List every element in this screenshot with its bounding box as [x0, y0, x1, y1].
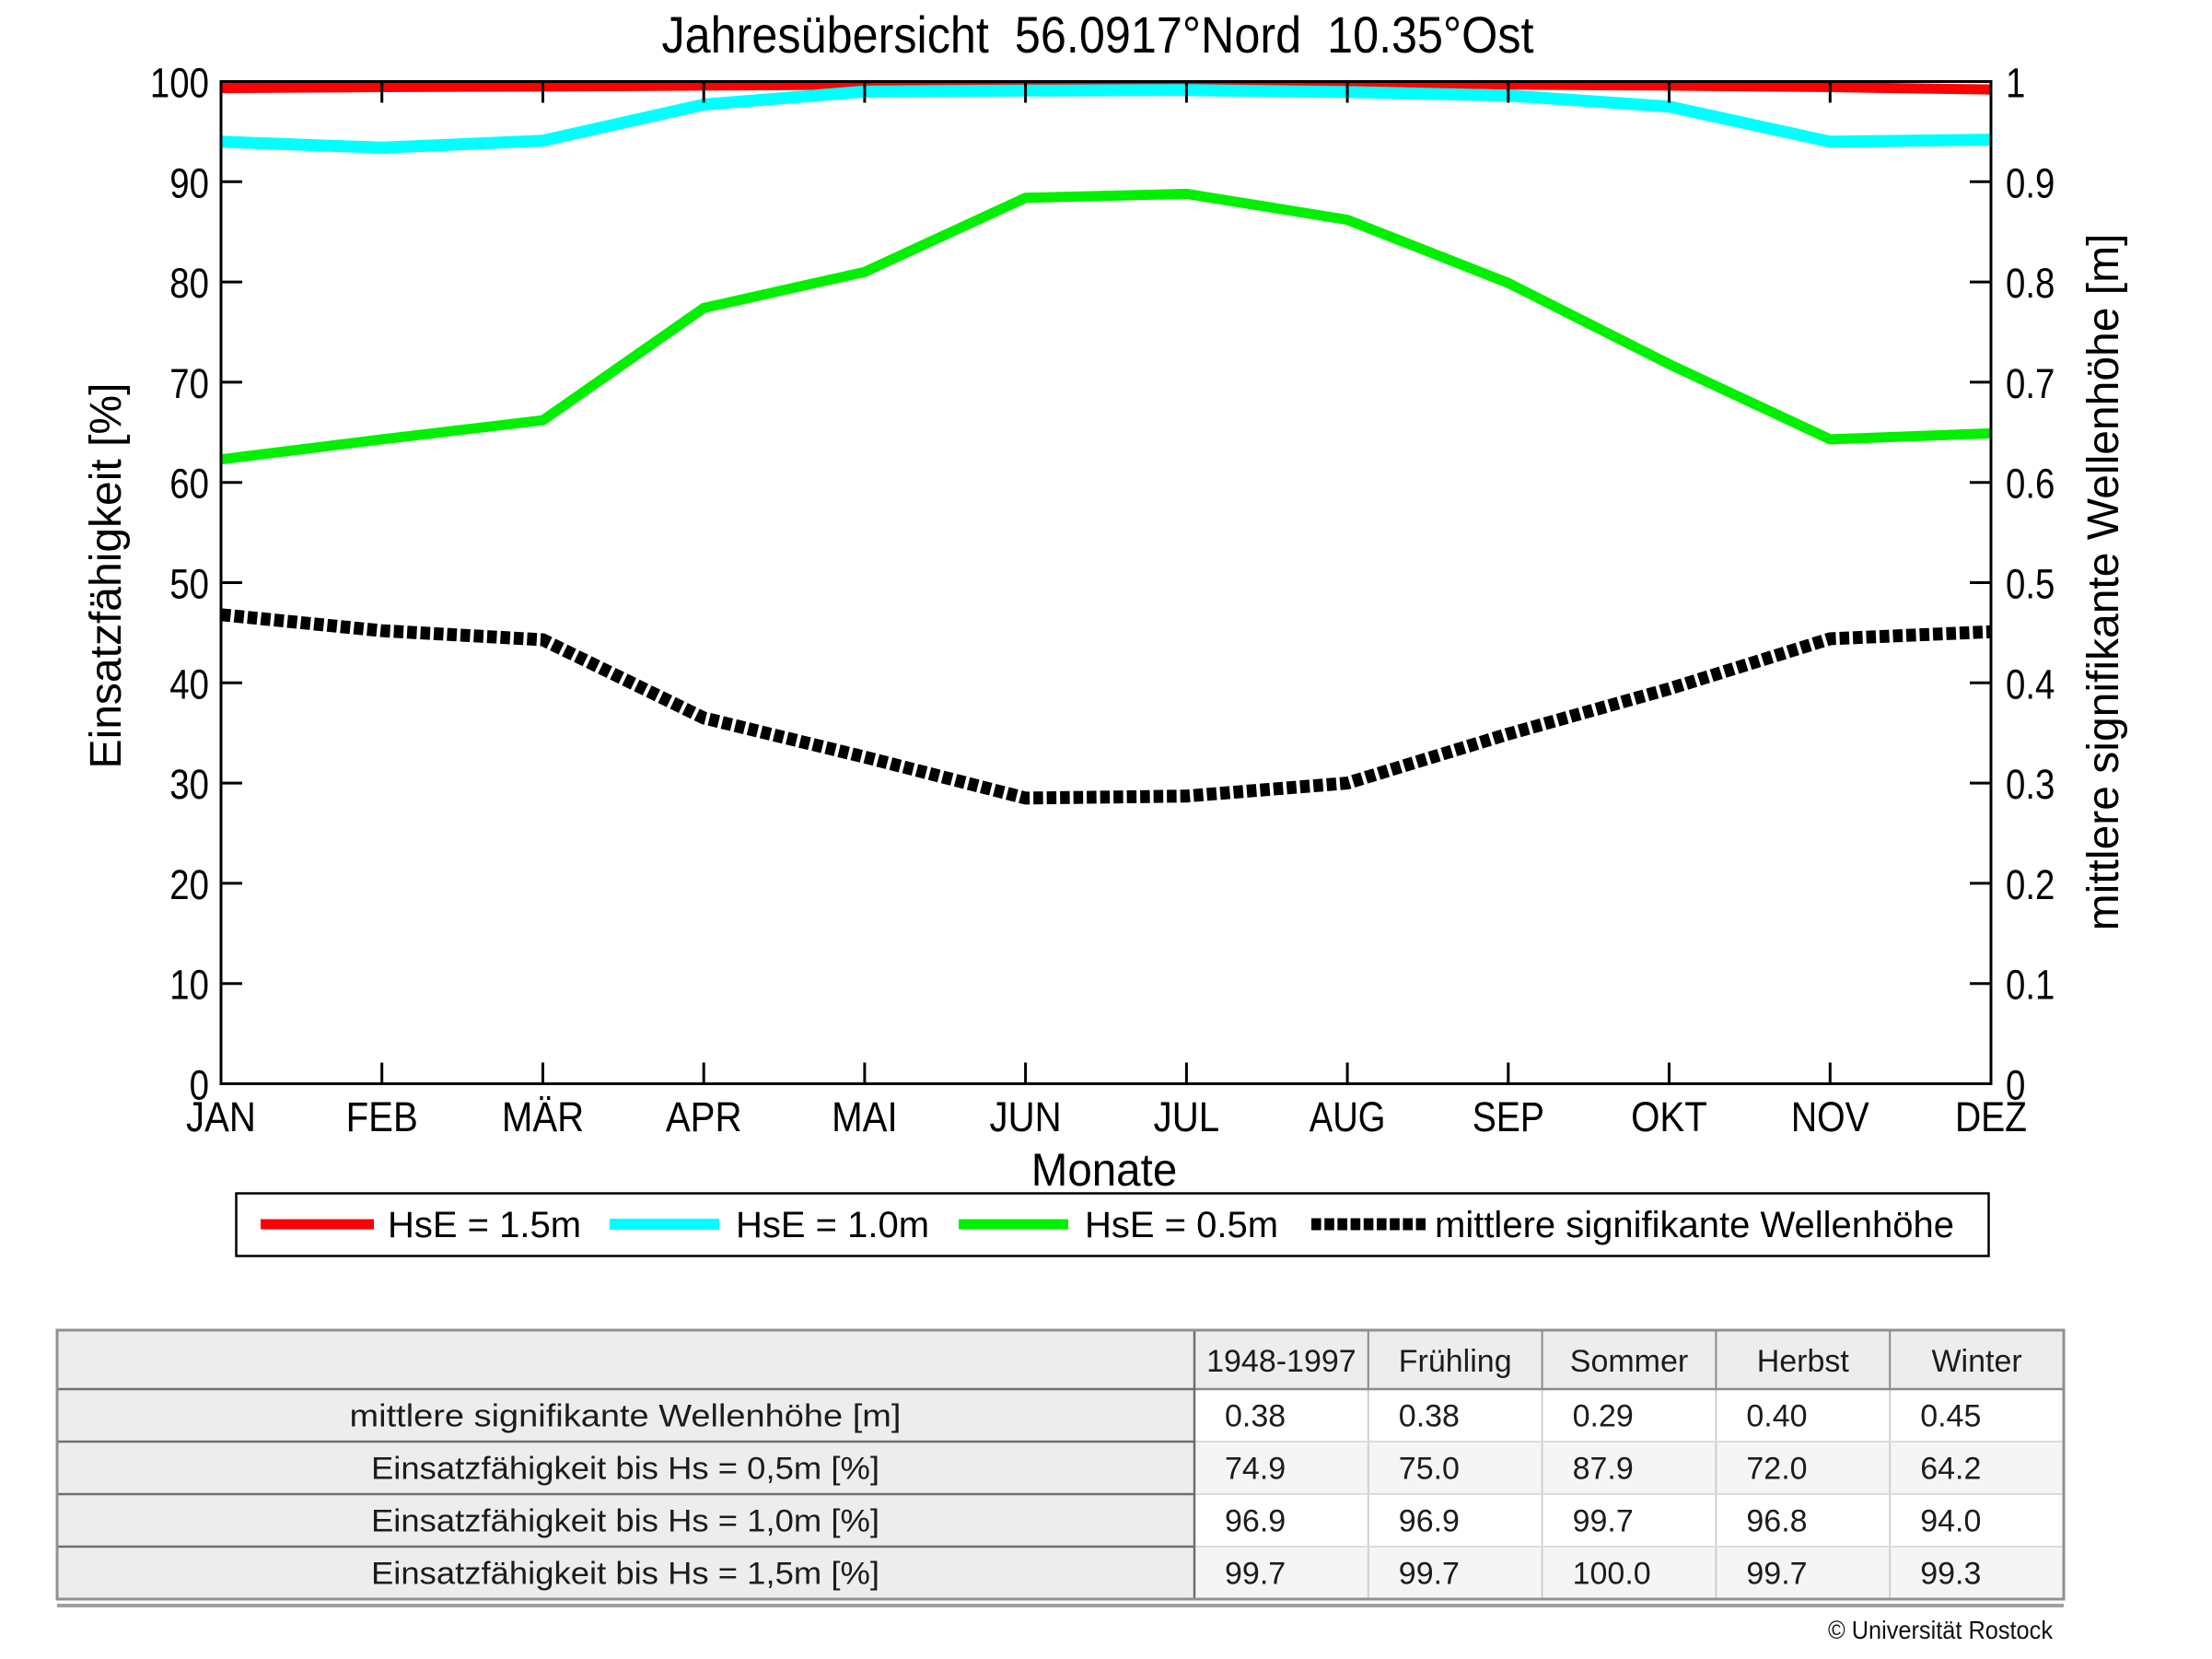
svg-text:APR: APR [666, 1093, 742, 1140]
svg-text:90: 90 [169, 159, 209, 206]
svg-text:0.38: 0.38 [1399, 1399, 1460, 1434]
svg-text:1948-1997: 1948-1997 [1206, 1344, 1356, 1379]
svg-text:Winter: Winter [1931, 1344, 2021, 1379]
svg-text:96.9: 96.9 [1225, 1504, 1286, 1539]
svg-text:mittlere signifikante Wellenhö: mittlere signifikante Wellenhöhe [m] [2079, 234, 2128, 931]
svg-text:0.2: 0.2 [2006, 861, 2055, 908]
svg-text:0.29: 0.29 [1573, 1399, 1634, 1434]
svg-text:mittlere signifikante Wellenhö: mittlere signifikante Wellenhöhe [m] [350, 1399, 902, 1434]
svg-text:0.40: 0.40 [1746, 1399, 1807, 1434]
svg-text:94.0: 94.0 [1920, 1504, 1981, 1539]
svg-text:DEZ: DEZ [1955, 1093, 2027, 1140]
svg-text:mittlere signifikante Wellenhö: mittlere signifikante Wellenhöhe [1435, 1205, 1954, 1245]
svg-text:Sommer: Sommer [1570, 1344, 1688, 1379]
svg-text:100: 100 [150, 60, 209, 107]
svg-text:0.4: 0.4 [2006, 660, 2055, 707]
svg-text:Frühling: Frühling [1399, 1344, 1512, 1379]
svg-text:20: 20 [169, 861, 209, 908]
svg-text:0.45: 0.45 [1920, 1399, 1981, 1434]
svg-text:Monate: Monate [1031, 1144, 1178, 1196]
svg-text:87.9: 87.9 [1573, 1452, 1634, 1487]
svg-text:JUL: JUL [1154, 1093, 1220, 1140]
svg-text:0.9: 0.9 [2006, 159, 2055, 206]
svg-text:99.3: 99.3 [1920, 1557, 1981, 1592]
svg-text:99.7: 99.7 [1399, 1557, 1460, 1592]
svg-text:MAI: MAI [832, 1093, 898, 1140]
svg-text:100.0: 100.0 [1573, 1557, 1651, 1592]
svg-text:SEP: SEP [1473, 1093, 1544, 1140]
svg-text:70: 70 [169, 360, 209, 407]
svg-text:Einsatzfähigkeit bis Hs = 1,5m: Einsatzfähigkeit bis Hs = 1,5m [%] [371, 1557, 879, 1592]
svg-text:Einsatzfähigkeit bis Hs = 1,0m: Einsatzfähigkeit bis Hs = 1,0m [%] [371, 1504, 879, 1539]
svg-text:AUG: AUG [1310, 1093, 1386, 1140]
svg-text:40: 40 [169, 660, 209, 707]
svg-text:Einsatzfähigkeit [%]: Einsatzfähigkeit [%] [82, 383, 131, 769]
svg-text:30: 30 [169, 761, 209, 808]
svg-text:99.7: 99.7 [1746, 1557, 1807, 1592]
svg-text:HsE = 1.5m: HsE = 1.5m [388, 1205, 581, 1245]
svg-text:MÄR: MÄR [502, 1093, 584, 1140]
svg-text:© Universität Rostock: © Universität Rostock [1828, 1616, 2054, 1644]
svg-text:JAN: JAN [186, 1093, 256, 1140]
svg-text:0.3: 0.3 [2006, 761, 2055, 808]
svg-text:OKT: OKT [1631, 1093, 1707, 1140]
svg-text:10: 10 [169, 962, 209, 1009]
svg-text:96.8: 96.8 [1746, 1504, 1807, 1539]
svg-text:99.7: 99.7 [1573, 1504, 1634, 1539]
svg-text:HsE = 1.0m: HsE = 1.0m [736, 1205, 929, 1245]
svg-text:0.8: 0.8 [2006, 260, 2055, 307]
svg-text:0: 0 [2006, 1062, 2025, 1109]
svg-text:0.1: 0.1 [2006, 962, 2055, 1009]
svg-text:50: 50 [169, 561, 209, 608]
svg-text:Herbst: Herbst [1757, 1344, 1850, 1379]
svg-text:HsE = 0.5m: HsE = 0.5m [1085, 1205, 1278, 1245]
svg-text:0.5: 0.5 [2006, 561, 2055, 608]
svg-text:80: 80 [169, 260, 209, 307]
svg-text:FEB: FEB [346, 1093, 418, 1140]
svg-text:0.7: 0.7 [2006, 360, 2055, 407]
svg-text:96.9: 96.9 [1399, 1504, 1460, 1539]
svg-text:0.38: 0.38 [1225, 1399, 1286, 1434]
svg-text:1: 1 [2006, 60, 2025, 107]
svg-text:74.9: 74.9 [1225, 1452, 1286, 1487]
svg-text:75.0: 75.0 [1399, 1452, 1460, 1487]
svg-text:0.6: 0.6 [2006, 461, 2055, 508]
svg-text:0: 0 [190, 1062, 209, 1109]
svg-text:99.7: 99.7 [1225, 1557, 1286, 1592]
svg-text:Jahresübersicht 56.0917°Nord: Jahresübersicht 56.0917°Nord 10.35°Ost [662, 6, 1534, 64]
svg-text:JUN: JUN [990, 1093, 1062, 1140]
svg-text:64.2: 64.2 [1920, 1452, 1981, 1487]
svg-text:60: 60 [169, 461, 209, 508]
svg-text:Einsatzfähigkeit bis Hs = 0,5m: Einsatzfähigkeit bis Hs = 0,5m [%] [371, 1452, 879, 1487]
svg-text:NOV: NOV [1791, 1093, 1869, 1140]
svg-text:72.0: 72.0 [1746, 1452, 1807, 1487]
